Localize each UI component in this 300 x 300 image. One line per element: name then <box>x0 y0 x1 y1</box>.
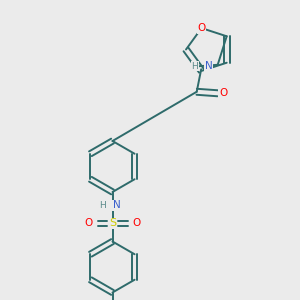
Text: N: N <box>112 200 120 211</box>
Text: O: O <box>197 23 206 33</box>
Text: H: H <box>99 201 106 210</box>
Text: O: O <box>84 218 93 229</box>
Text: H: H <box>191 62 198 71</box>
Text: O: O <box>132 218 141 229</box>
Text: S: S <box>109 218 116 229</box>
Text: O: O <box>219 88 227 98</box>
Text: N: N <box>205 61 213 71</box>
